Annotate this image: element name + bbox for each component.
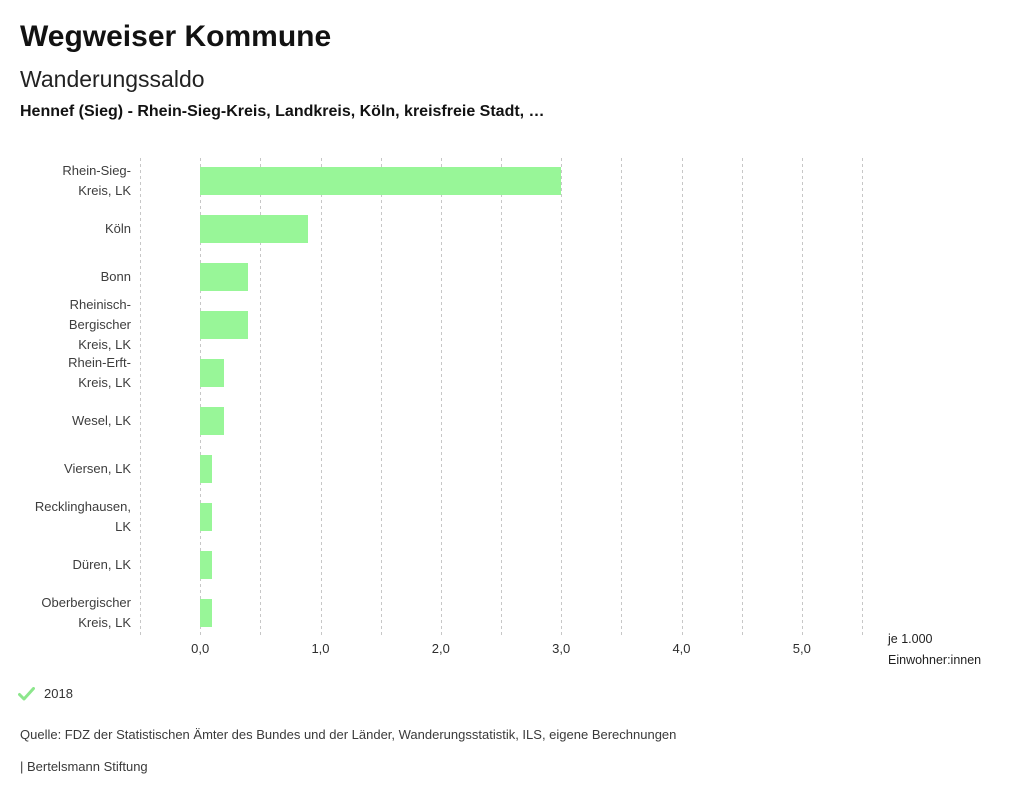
category-label-viersen-lk: Viersen, LK bbox=[64, 461, 131, 476]
bar-viersen-lk[interactable] bbox=[200, 455, 213, 483]
x-tick-label-1-0: 1,0 bbox=[311, 641, 330, 656]
attribution-line: | Bertelsmann Stiftung bbox=[20, 759, 148, 774]
x-tick-label-2-0: 2,0 bbox=[431, 641, 450, 656]
axis-unit-line-1: je 1.000 bbox=[888, 632, 933, 646]
category-label-rhein-sieg-kreis-lk: Rhein-Sieg- Kreis, LK bbox=[62, 163, 131, 198]
gridline bbox=[380, 158, 382, 637]
gridline bbox=[320, 158, 322, 637]
bar-wesel-lk[interactable] bbox=[200, 407, 225, 435]
legend-item-2018[interactable]: 2018 bbox=[18, 686, 73, 701]
chart-context-line: Hennef (Sieg) - Rhein-Sieg-Kreis, Landkr… bbox=[20, 103, 545, 120]
gridline bbox=[741, 158, 743, 637]
gridline bbox=[200, 158, 202, 637]
gridline bbox=[140, 158, 141, 637]
bar-oberbergischer-kreis-lk[interactable] bbox=[200, 599, 213, 627]
category-label-bonn: Bonn bbox=[100, 269, 131, 284]
axis-unit-line-2: Einwohner:innen bbox=[888, 653, 982, 667]
category-label-d-ren-lk: Düren, LK bbox=[72, 557, 131, 572]
bar-rhein-erft-kreis-lk[interactable] bbox=[200, 359, 225, 387]
bar-k-ln[interactable] bbox=[200, 215, 309, 243]
category-label-recklinghausen-lk: Recklinghausen, LK bbox=[34, 499, 131, 534]
gridline bbox=[801, 158, 803, 637]
source-line: Quelle: FDZ der Statistischen Ämter des … bbox=[20, 727, 677, 742]
axis-unit-label: je 1.000 Einwohner:innen bbox=[888, 629, 981, 671]
category-label-k-ln: Köln bbox=[104, 221, 131, 236]
bar-rheinisch-bergischer-kreis-lk[interactable] bbox=[200, 311, 249, 339]
bar-bonn[interactable] bbox=[200, 263, 249, 291]
x-tick-label-5-0: 5,0 bbox=[792, 641, 811, 656]
gridline bbox=[260, 158, 262, 637]
gridline bbox=[501, 158, 502, 637]
chart-title: Wanderungssaldo bbox=[20, 66, 205, 92]
category-label-oberbergischer-kreis-lk: Oberbergischer Kreis, LK bbox=[41, 595, 131, 630]
gridline bbox=[681, 158, 683, 637]
gridline bbox=[561, 158, 563, 637]
bar-recklinghausen-lk[interactable] bbox=[200, 503, 213, 531]
check-icon bbox=[18, 686, 35, 700]
x-tick-label-0-0: 0,0 bbox=[191, 641, 210, 656]
x-tick-label-4-0: 4,0 bbox=[672, 641, 691, 656]
legend-year-label: 2018 bbox=[44, 686, 73, 701]
category-label-rhein-erft-kreis-lk: Rhein-Erft- Kreis, LK bbox=[68, 355, 131, 390]
category-label-rheinisch-bergischer-kreis-lk: Rheinisch- Bergischer Kreis, LK bbox=[68, 297, 131, 352]
gridline bbox=[440, 158, 442, 637]
gridline bbox=[621, 158, 623, 637]
category-label-wesel-lk: Wesel, LK bbox=[71, 413, 131, 428]
bar-rhein-sieg-kreis-lk[interactable] bbox=[200, 167, 562, 195]
x-tick-label-3-0: 3,0 bbox=[552, 641, 571, 656]
gridline bbox=[862, 158, 863, 637]
page-title: Wegweiser Kommune bbox=[20, 20, 332, 53]
bar-d-ren-lk[interactable] bbox=[200, 551, 213, 579]
